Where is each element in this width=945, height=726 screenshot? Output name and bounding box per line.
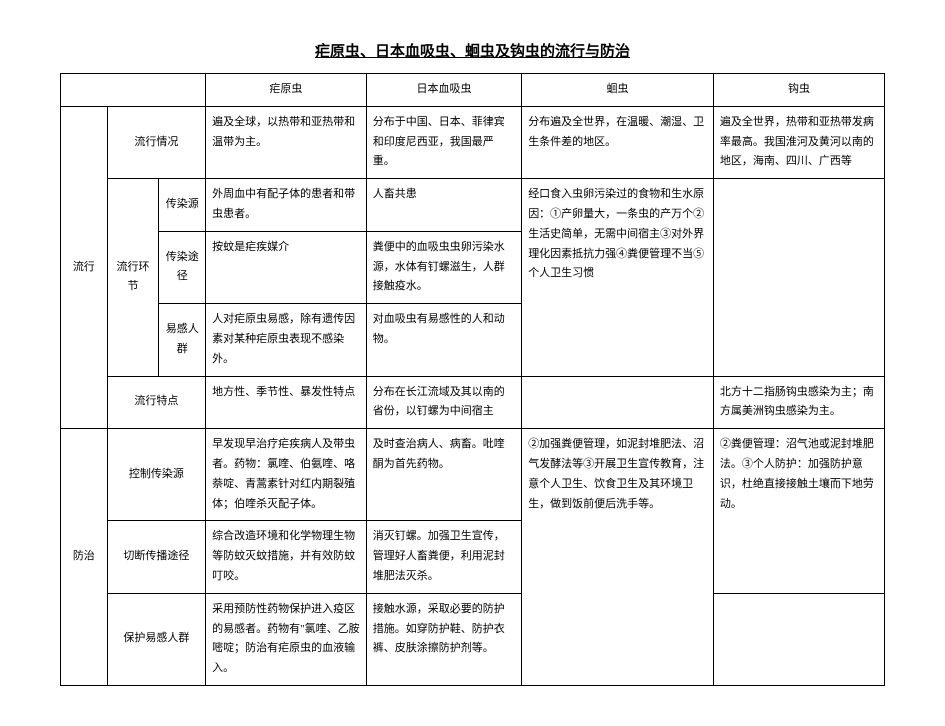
row-label-features: 流行特点 <box>107 376 205 429</box>
comparison-table: 疟原虫 日本血吸虫 蛔虫 钩虫 流行 流行情况 遍及全球，以热带和亚热带和温带为… <box>60 73 885 686</box>
row-label-source: 传染源 <box>159 179 206 232</box>
table-row: 流行特点 地方性、季节性、暴发性特点 分布在长江流域及其以南的省份，以钉螺为中间… <box>61 376 885 429</box>
cell: 接触水源，采取必要的防护措施。如穿防护鞋、防护衣裤、皮肤涂擦防护剂等。 <box>366 593 521 685</box>
table-row: 流行环节 传染源 外周血中有配子体的患者和带虫患者。 人畜共患 经口食入虫卵污染… <box>61 179 885 232</box>
header-blank <box>61 74 206 107</box>
cell: 地方性、季节性、暴发性特点 <box>206 376 367 429</box>
row-group-epidemic: 流行 <box>61 106 108 428</box>
cell: 分布于中国、日本、菲律宾和印度尼西亚，我国最严重。 <box>366 106 521 178</box>
cell: 分布遍及全世界，在温暖、潮湿、卫生条件差的地区。 <box>522 106 714 178</box>
cell: 北方十二指肠钩虫感染为主；南方属美洲钩虫感染为主。 <box>713 376 884 429</box>
cell: 对血吸虫有易感性的人和动物。 <box>366 304 521 376</box>
cell: ②加强粪便管理，如泥封堆肥法、沼气发酵法等③开展卫生宣传教育，注意个人卫生、饮食… <box>522 429 714 686</box>
cell: 消灭钉螺。加强卫生宣传，管理好人畜粪便，利用泥封堆肥法灭杀。 <box>366 521 521 593</box>
cell <box>713 179 884 376</box>
cell: 采用预防性药物保护进入疫区的易感者。药物有"氯喹、乙胺嘧啶；防治有疟原虫的血液输… <box>206 593 367 685</box>
cell: 遍及全世界，热带和亚热带发病率最高。我国淮河及黄河以南的地区，海南、四川、广西等 <box>713 106 884 178</box>
table-row: 保护易感人群 采用预防性药物保护进入疫区的易感者。药物有"氯喹、乙胺嘧啶；防治有… <box>61 593 885 685</box>
cell: 早发现早治疗疟疾病人及带虫者。药物：氯喹、伯氨喹、咯萘啶、青蒿素针对红内期裂殖体… <box>206 429 367 521</box>
row-label-cut-route: 切断传播途径 <box>107 521 205 593</box>
cell: 遍及全球，以热带和亚热带和温带为主。 <box>206 106 367 178</box>
cell: ②粪便管理：沼气池或泥封堆肥法。③个人防护：加强防护意识，杜绝直接接触土壤而下地… <box>713 429 884 594</box>
cell: 经口食入虫卵污染过的食物和生水原因：①产卵量大，一条虫的产万个②生活史简单，无需… <box>522 179 714 376</box>
cell: 按蚊是疟疾媒介 <box>206 231 367 303</box>
cell: 粪便中的血吸虫虫卵污染水源，水体有钉螺滋生，人群接触疫水。 <box>366 231 521 303</box>
row-label-protect: 保护易感人群 <box>107 593 205 685</box>
cell: 外周血中有配子体的患者和带虫患者。 <box>206 179 367 232</box>
cell: 及时查治病人、病畜。吡喹酮为首先药物。 <box>366 429 521 521</box>
cell <box>713 593 884 685</box>
cell: 综合改造环境和化学物理生物等防蚊灭蚊措施，并有效防蚊叮咬。 <box>206 521 367 593</box>
header-col-3: 蛔虫 <box>522 74 714 107</box>
table-row: 流行 流行情况 遍及全球，以热带和亚热带和温带为主。 分布于中国、日本、菲律宾和… <box>61 106 885 178</box>
page-title: 疟原虫、日本血吸虫、蛔虫及钩虫的流行与防治 <box>60 40 885 61</box>
cell: 分布在长江流域及其以南的省份，以钉螺为中间宿主 <box>366 376 521 429</box>
header-col-1: 疟原虫 <box>206 74 367 107</box>
row-label-susceptible: 易感人群 <box>159 304 206 376</box>
cell <box>522 376 714 429</box>
row-label-links: 流行环节 <box>107 179 159 376</box>
cell: 人对疟原虫易感，除有遗传因素对某种疟原虫表现不感染外。 <box>206 304 367 376</box>
cell: 人畜共患 <box>366 179 521 232</box>
table-row: 防治 控制传染源 早发现早治疗疟疾病人及带虫者。药物：氯喹、伯氨喹、咯萘啶、青蒿… <box>61 429 885 521</box>
header-col-2: 日本血吸虫 <box>366 74 521 107</box>
table-header-row: 疟原虫 日本血吸虫 蛔虫 钩虫 <box>61 74 885 107</box>
header-col-4: 钩虫 <box>713 74 884 107</box>
row-label-situation: 流行情况 <box>107 106 205 178</box>
row-group-control: 防治 <box>61 429 108 686</box>
row-label-route: 传染途径 <box>159 231 206 303</box>
row-label-control-source: 控制传染源 <box>107 429 205 521</box>
